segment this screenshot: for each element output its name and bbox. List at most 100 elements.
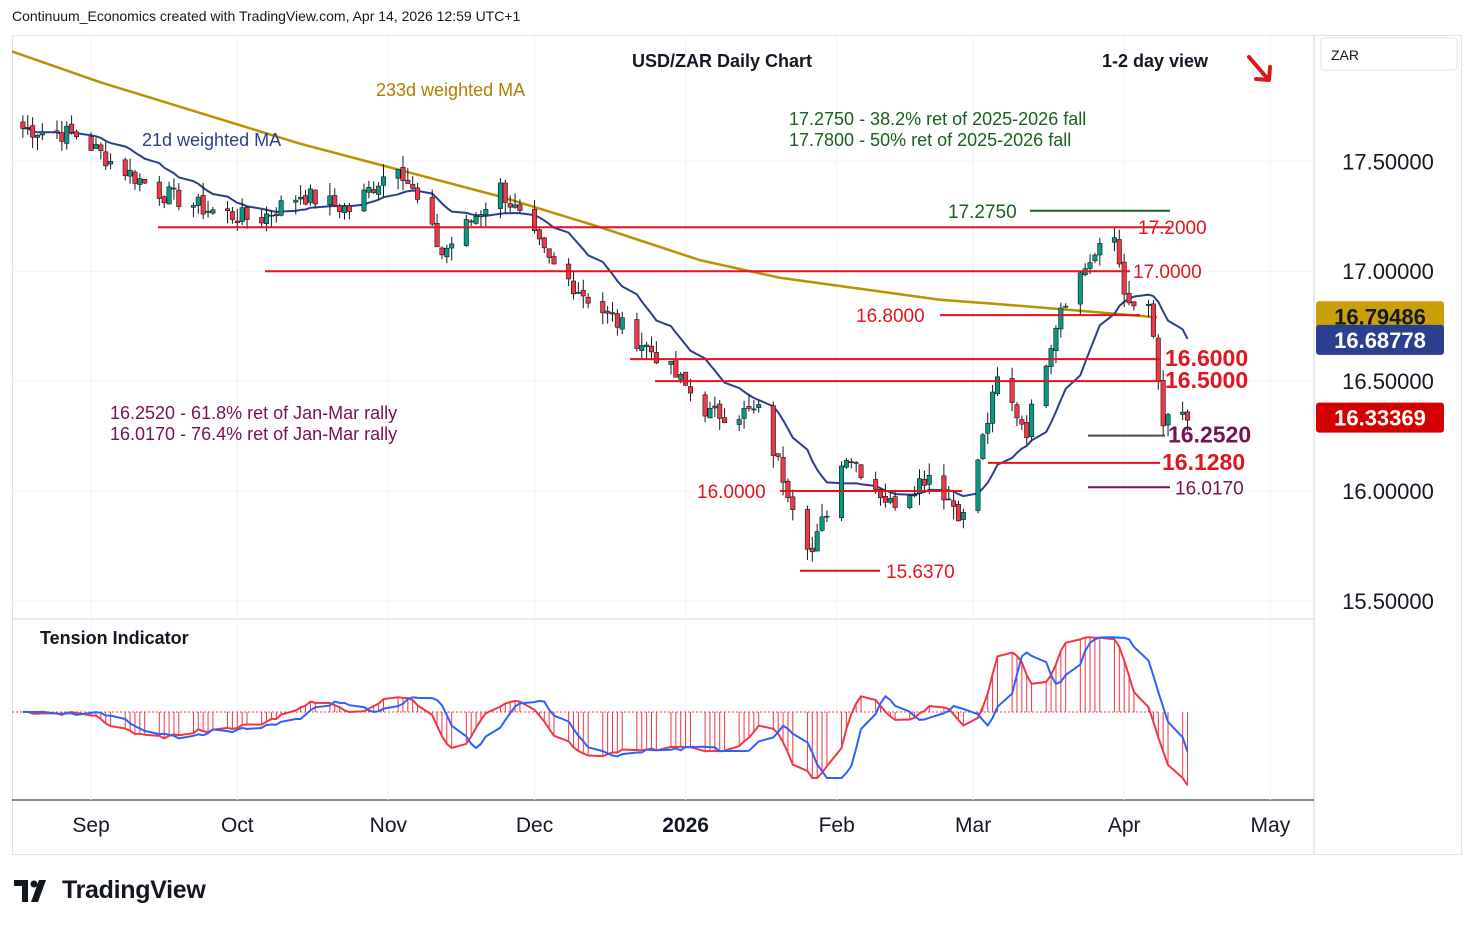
time-tick-label: Feb [819, 814, 855, 837]
time-tick-label: 2026 [662, 814, 709, 837]
candle-body [1043, 365, 1049, 406]
candle-body [278, 200, 284, 216]
ma21-label: 21d weighted MA [142, 130, 281, 150]
candle-body [69, 123, 75, 133]
candle-body [298, 196, 304, 200]
candle-body [775, 453, 781, 457]
candle-body [1014, 404, 1020, 419]
candle-body [1111, 237, 1117, 243]
candle-body [20, 121, 26, 129]
candle [512, 193, 518, 209]
price-badge [1316, 402, 1444, 433]
candle-body [921, 478, 927, 486]
candle [1082, 263, 1088, 277]
candle-body [429, 197, 435, 225]
candle-body [571, 280, 577, 295]
candle-body [990, 391, 996, 424]
level-label: 17.2000 [1138, 218, 1207, 239]
candle [137, 173, 143, 192]
candle [244, 205, 250, 229]
candle [775, 453, 781, 461]
candle [580, 279, 586, 309]
candle [473, 212, 479, 225]
candle [239, 198, 245, 226]
candle [30, 117, 36, 149]
candle-body [361, 189, 367, 212]
candle [127, 158, 133, 184]
candle [746, 394, 752, 412]
price-tick-label: 17.50000 [1342, 149, 1434, 174]
candle [848, 458, 854, 469]
price-time-axes: 17.50000 17.00000 16.50000 16.00000 15.50000… [72, 149, 1444, 837]
candle [756, 400, 762, 413]
currency-selector[interactable]: ZAR [1320, 37, 1458, 71]
candle-body [541, 237, 547, 249]
candle [1121, 253, 1127, 307]
candle [605, 306, 611, 324]
candle [907, 494, 913, 510]
candle [361, 183, 367, 213]
candle [59, 121, 65, 151]
candle [687, 379, 693, 402]
candle-body [702, 394, 708, 417]
candle-body [614, 313, 620, 328]
candle [990, 384, 996, 433]
candle [395, 169, 401, 190]
candle-body [639, 345, 645, 351]
candle-body [502, 182, 508, 203]
view-label: 1-2 day view [1102, 51, 1209, 71]
candle [39, 123, 45, 141]
candle [176, 183, 182, 211]
candle-body [507, 203, 513, 208]
tradingview-logo[interactable]: TradingView [14, 876, 206, 905]
candle [54, 120, 60, 140]
candle-body [687, 386, 693, 394]
candle [736, 415, 742, 432]
candle-body [395, 169, 401, 179]
candle [332, 188, 338, 207]
candle [1097, 237, 1103, 266]
candle-body [605, 310, 611, 314]
candle [200, 182, 206, 220]
candle-body [234, 220, 240, 224]
candle-body [73, 131, 79, 137]
candle [887, 490, 893, 505]
candle [142, 178, 148, 184]
chart-attribution: Continuum_Economics created with Trading… [12, 8, 521, 24]
price-badge-label: 16.68778 [1334, 328, 1426, 353]
time-tick-label: Sep [72, 814, 109, 837]
candle-body [293, 199, 299, 203]
fib-annotation-38: 17.2750 - 38.2% ret of 2025-2026 fall [789, 109, 1086, 129]
candle [303, 189, 309, 206]
candle [644, 341, 650, 360]
price-tick-label: 16.00000 [1342, 479, 1434, 504]
candle [1131, 301, 1137, 311]
candle-body [1092, 254, 1098, 262]
level-label: 16.5000 [1165, 367, 1248, 393]
candle-body [449, 243, 455, 249]
candle-body [790, 496, 796, 510]
candle [1150, 300, 1156, 339]
candle [1009, 367, 1015, 412]
candle [741, 400, 747, 429]
candle-body [341, 205, 347, 213]
candle-body [103, 151, 109, 167]
candle-body [751, 408, 757, 411]
price-badge [1316, 324, 1444, 355]
candle [683, 371, 689, 386]
candle-body [205, 210, 211, 213]
candle-body [497, 182, 503, 209]
candle [205, 200, 211, 218]
candle-body [264, 213, 270, 225]
candle-body [259, 217, 265, 224]
level-label: 16.0000 [697, 482, 766, 503]
candle [532, 200, 538, 234]
time-tick-label: Dec [516, 814, 553, 837]
candle [1180, 401, 1186, 421]
candle [517, 199, 523, 214]
candle [955, 500, 961, 522]
candle [307, 184, 313, 206]
candle [273, 207, 279, 223]
candle [376, 182, 382, 201]
